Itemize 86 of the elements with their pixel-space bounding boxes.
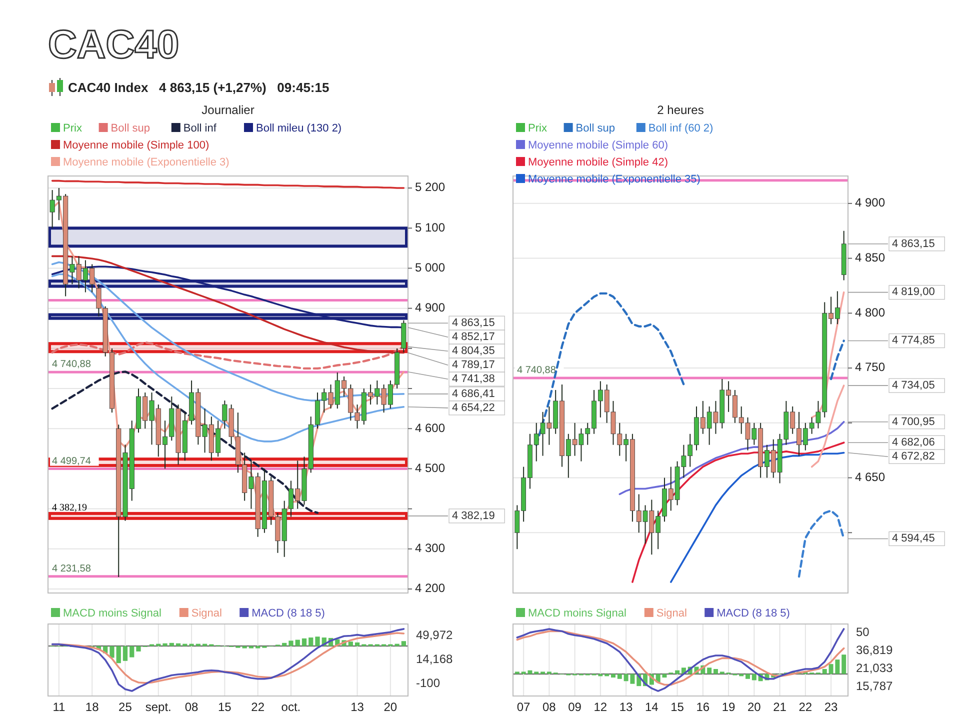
x-tick-label: 22	[251, 700, 265, 714]
legend-label: Boll inf	[183, 122, 218, 134]
data-label: 4 672,82	[892, 450, 935, 462]
x-tick-label: 25	[118, 700, 132, 714]
ref-line-label: 4 740,88	[52, 359, 92, 370]
legend-label: Signal	[656, 608, 687, 620]
x-tick-label: 19	[722, 700, 736, 714]
y-tick-label: 4 800	[855, 305, 886, 320]
legend-label: MACD (8 18 5)	[716, 608, 790, 620]
text: 50	[856, 625, 870, 640]
text: 36,819	[856, 643, 894, 658]
legend-label: MACD moins Signal	[63, 608, 162, 620]
legend-label: Boll sup	[576, 122, 615, 134]
x-tick-label: 07	[516, 700, 531, 714]
y-tick-label: 4 500	[415, 460, 446, 475]
x-tick-label: 22	[798, 700, 812, 714]
data-label: 4 741,38	[452, 373, 495, 385]
data-label: 4 654,22	[452, 402, 495, 414]
y-tick-label: 4 900	[855, 196, 886, 210]
y-tick-label: 4 900	[415, 300, 446, 314]
data-label: 4 594,45	[892, 532, 935, 545]
data-label: 4 686,41	[452, 388, 495, 400]
x-tick-label: sept.	[145, 700, 172, 714]
y-tick-label: 5 200	[415, 180, 446, 194]
legend-label: Prix	[63, 122, 82, 134]
y-tick-label: 4 300	[415, 541, 446, 556]
x-tick-label: 08	[542, 700, 556, 714]
text: 4 863,15	[452, 317, 495, 329]
x-tick-label: 08	[184, 700, 199, 714]
x-tick-label: 13	[350, 700, 364, 714]
x-tick-label: 18	[85, 700, 100, 714]
chart-title: CAC40	[48, 23, 180, 67]
text: 4 382,19	[452, 510, 495, 522]
x-tick-label: oct.	[281, 700, 301, 714]
x-tick-label: 15	[218, 700, 232, 714]
x-tick-label: 20	[747, 700, 762, 714]
legend-label: Moyenne mobile (Exponentielle 3)	[63, 156, 230, 168]
text: 15,787	[856, 679, 894, 694]
text: 21,033	[856, 661, 894, 676]
ref-line-label: 4 231,58	[52, 563, 92, 574]
x-tick-label: 12	[594, 700, 608, 714]
data-label: 4 804,35	[452, 345, 495, 357]
legend-label: Boll sup	[110, 122, 150, 134]
x-tick-label: 20	[384, 700, 398, 714]
legend-label: Moyenne mobile (Simple 60)	[528, 140, 668, 152]
data-label: 4 819,00	[892, 286, 935, 298]
text: 2 heures	[657, 103, 704, 117]
legend-label: Moyenne mobile (Simple 42)	[528, 156, 668, 168]
data-label: 4 774,85	[892, 334, 935, 347]
band-label: 4 382,19	[52, 502, 87, 514]
x-tick-label: 21	[773, 700, 787, 714]
x-tick-label: 15	[670, 700, 684, 714]
y-tick-label: 4 600	[415, 420, 446, 435]
legend-label: MACD moins Signal	[528, 608, 626, 620]
text: 14,168	[416, 652, 454, 666]
legend-label: Moyenne mobile (Exponentielle 35)	[528, 174, 700, 186]
x-tick-label: 09	[568, 700, 582, 714]
legend-label: Moyenne mobile (Simple 100)	[63, 140, 210, 152]
ref-line-label: 4 740,88	[517, 365, 556, 376]
data-label: 4 852,17	[452, 331, 495, 343]
legend-label: MACD (8 18 5)	[252, 608, 325, 620]
legend-label: Boll mileu (130 2)	[256, 122, 342, 134]
x-tick-label: 14	[644, 700, 659, 714]
y-tick-label: 5 100	[415, 220, 446, 234]
legend-label: Prix	[528, 122, 548, 134]
y-tick-label: 4 750	[855, 360, 886, 374]
x-tick-label: 23	[824, 700, 838, 714]
data-label: 4 682,06	[892, 436, 935, 448]
data-label: 4 700,95	[892, 416, 935, 428]
ref-line-label: 4 499,74	[52, 456, 92, 467]
y-tick-label: 4 850	[855, 250, 886, 264]
text: 49,972	[416, 628, 454, 642]
legend-label: Signal	[191, 608, 222, 620]
x-tick-label: 13	[619, 700, 634, 714]
chart-subtitle: CAC40 Index 4 863,15 (+1,27%) 09:45:15	[68, 80, 330, 95]
x-tick-label: 16	[696, 700, 710, 714]
y-tick-label: 5 000	[415, 260, 446, 274]
text: 4 863,15	[892, 238, 935, 250]
text: -100	[416, 676, 440, 690]
data-label: 4 789,17	[452, 359, 495, 371]
legend-label: Boll inf (60 2)	[648, 122, 714, 134]
text: Journalier	[202, 103, 254, 117]
y-tick-label: 4 200	[415, 581, 446, 596]
x-tick-label: 11	[52, 700, 66, 714]
y-tick-label: 4 650	[855, 470, 886, 484]
data-label: 4 734,05	[892, 379, 935, 392]
